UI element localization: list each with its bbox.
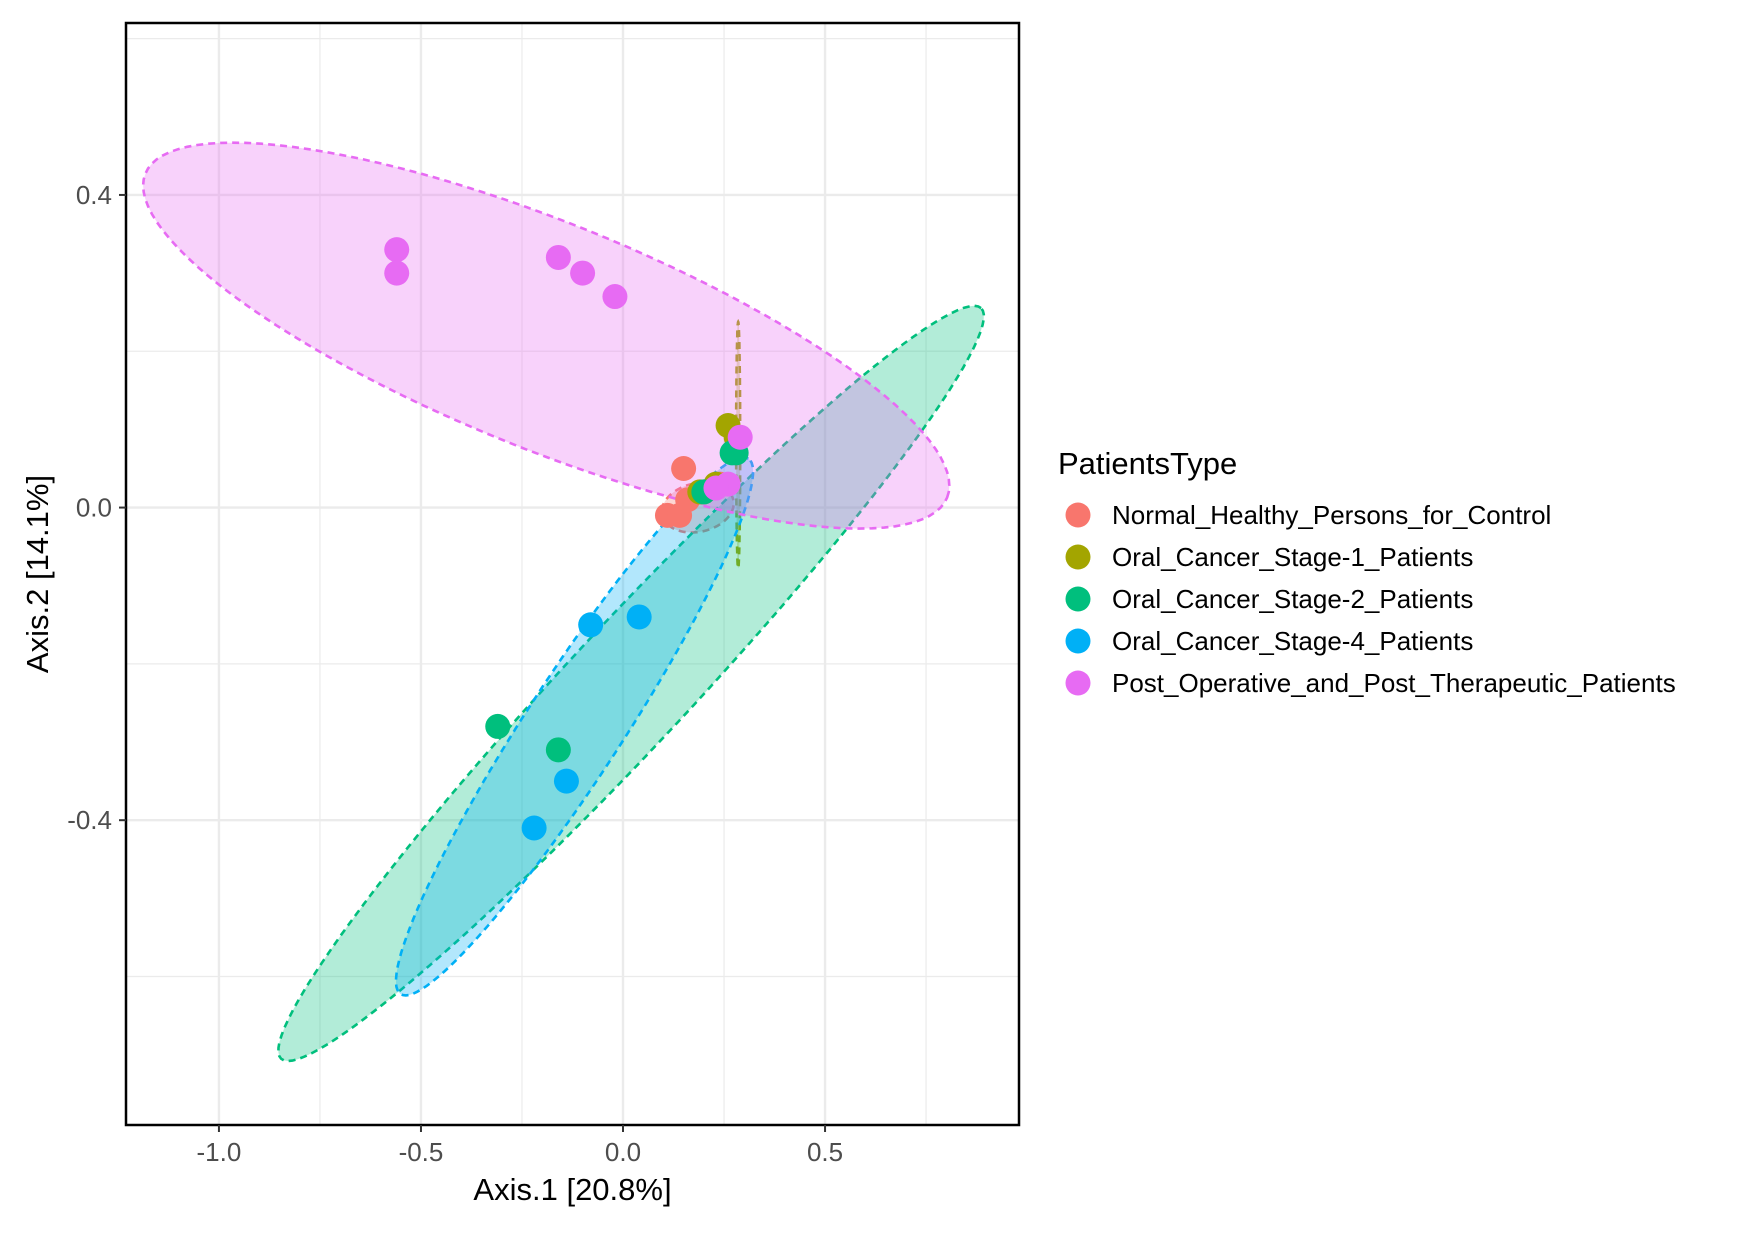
legend-swatch	[1065, 628, 1091, 654]
data-point	[384, 237, 410, 263]
plot-background	[126, 23, 1019, 1125]
plot-grid	[126, 23, 1019, 1125]
data-point	[671, 455, 697, 481]
legend: PatientsType Normal_Healthy_Persons_for_…	[1058, 446, 1676, 698]
x-tick-label: 0.5	[807, 1137, 843, 1167]
y-tick-label: -0.4	[67, 805, 112, 835]
y-tick-label: 0.0	[76, 493, 112, 523]
data-points	[384, 237, 753, 841]
legend-label: Post_Operative_and_Post_Therapeutic_Pati…	[1112, 668, 1676, 698]
legend-items: Normal_Healthy_Persons_for_Control Oral_C…	[1065, 500, 1676, 698]
data-point	[521, 815, 547, 841]
legend-label: Oral_Cancer_Stage-1_Patients	[1112, 542, 1473, 572]
data-point	[703, 475, 729, 501]
legend-swatch	[1065, 502, 1091, 528]
legend-swatch	[1065, 670, 1091, 696]
x-axis-title: Axis.1 [20.8%]	[473, 1172, 671, 1207]
legend-label: Normal_Healthy_Persons_for_Control	[1112, 500, 1551, 530]
y-axis-ticks: -0.4 0.0 0.4	[67, 180, 126, 835]
data-point	[485, 713, 511, 739]
x-tick-label: -1.0	[197, 1137, 242, 1167]
x-tick-label: 0.0	[605, 1137, 641, 1167]
data-point	[545, 244, 571, 270]
data-point	[578, 612, 604, 638]
legend-swatch	[1065, 544, 1091, 570]
x-axis-ticks: -1.0 -0.5 0.0 0.5	[197, 1125, 843, 1167]
data-point	[602, 284, 628, 310]
data-point	[384, 260, 410, 286]
plot-panel-border	[124, 21, 1021, 1127]
y-axis-title: Axis.2 [14.1%]	[20, 475, 55, 673]
data-point	[553, 768, 579, 794]
data-point	[570, 260, 596, 286]
ellipse-oral-cancer-stage-2-patients	[277, 304, 986, 1063]
ellipse-oral-cancer-stage-4-patients	[394, 456, 755, 997]
legend-label: Oral_Cancer_Stage-4_Patients	[1112, 626, 1473, 656]
y-tick-label: 0.4	[76, 180, 112, 210]
legend-swatch	[1065, 586, 1091, 612]
x-tick-label: -0.5	[399, 1137, 444, 1167]
data-point	[727, 424, 753, 450]
data-point	[545, 737, 571, 763]
legend-label: Oral_Cancer_Stage-2_Patients	[1112, 584, 1473, 614]
legend-title: PatientsType	[1058, 446, 1237, 481]
data-point	[626, 604, 652, 630]
